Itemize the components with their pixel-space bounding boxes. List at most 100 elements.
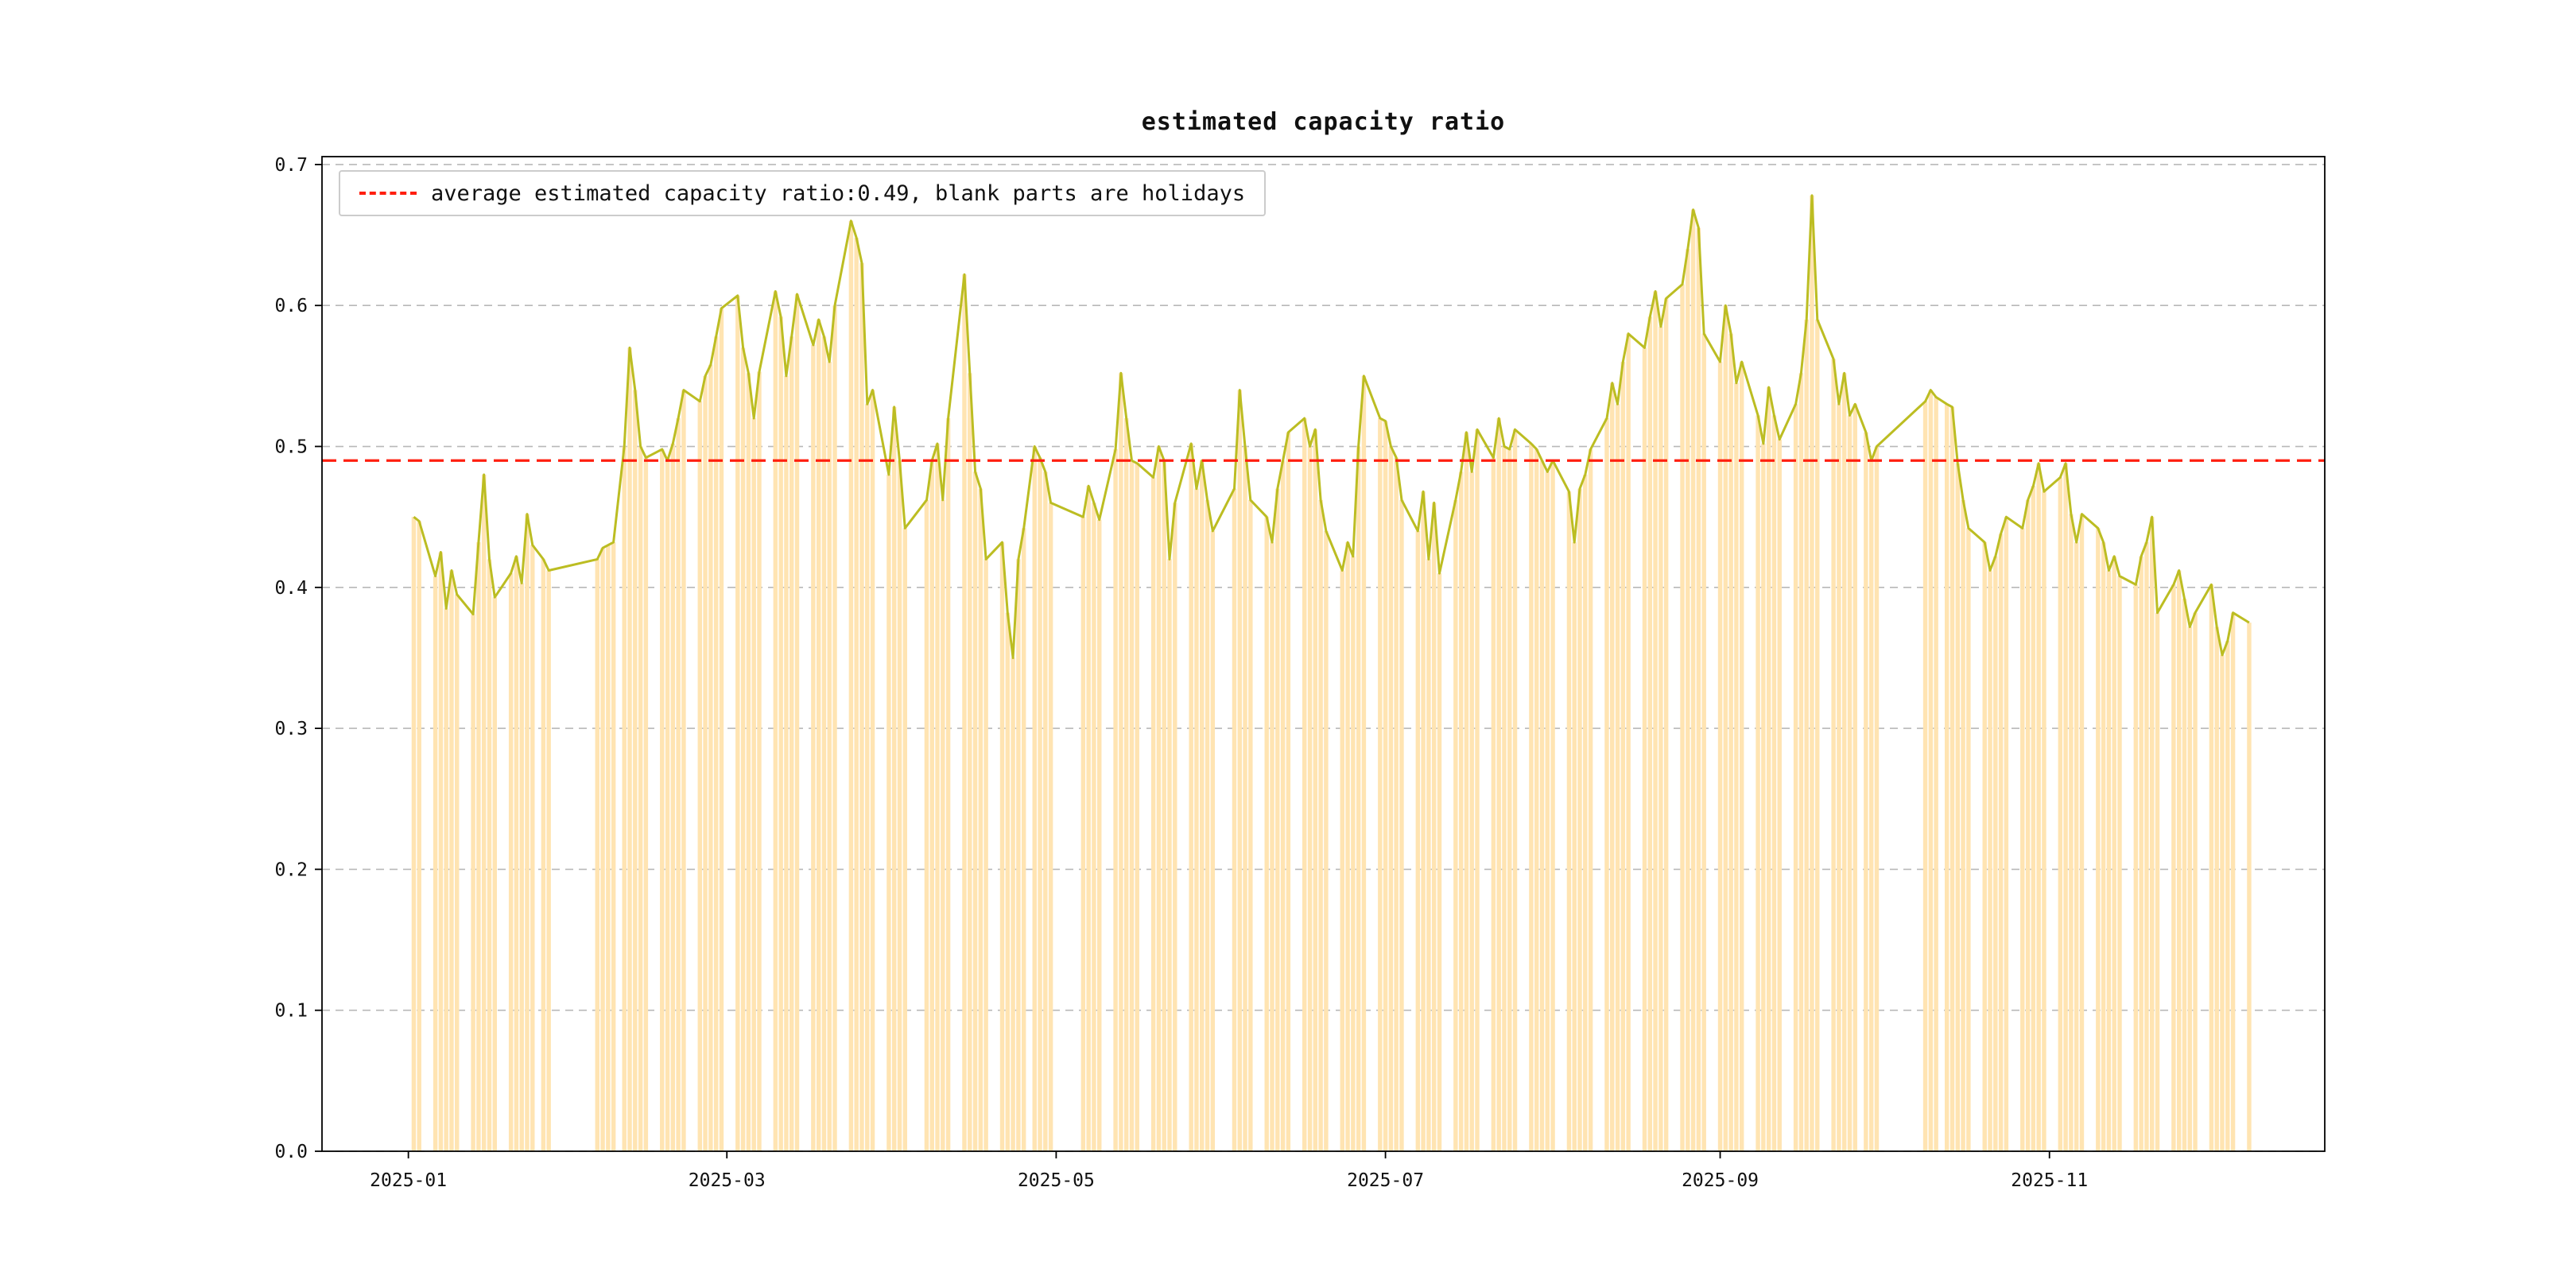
bar — [1123, 418, 1129, 1151]
bar — [1961, 499, 1965, 1151]
bar — [2182, 599, 2187, 1151]
bar — [525, 514, 530, 1151]
bar — [778, 316, 783, 1151]
bar — [2117, 576, 2122, 1151]
bar — [2187, 627, 2192, 1151]
bar — [411, 517, 417, 1151]
bar — [681, 390, 686, 1151]
bar — [935, 443, 940, 1151]
bar — [827, 362, 832, 1152]
bar — [713, 336, 719, 1151]
bar — [1388, 446, 1394, 1151]
y-axis-tick-label: 0.1 — [274, 1001, 308, 1022]
bar — [821, 336, 827, 1151]
bar — [1686, 249, 1690, 1151]
bar — [471, 614, 475, 1151]
bar — [794, 294, 800, 1152]
bar — [1232, 488, 1237, 1151]
bar — [2225, 641, 2230, 1151]
bar — [481, 474, 487, 1151]
bar — [891, 406, 897, 1151]
bar — [1475, 429, 1480, 1151]
bar — [1642, 347, 1647, 1151]
bar — [1264, 517, 1269, 1151]
bar — [1399, 499, 1404, 1151]
bar — [1620, 362, 1626, 1152]
bar — [2247, 623, 2252, 1151]
bar — [1577, 488, 1582, 1151]
bar — [1275, 488, 1280, 1151]
bar — [1378, 418, 1383, 1151]
bar — [2096, 528, 2101, 1151]
bar — [1988, 570, 1992, 1151]
bar — [1011, 658, 1015, 1151]
bar — [1993, 556, 1998, 1151]
bar — [2025, 499, 2031, 1151]
bar — [1237, 390, 1242, 1151]
bar — [854, 238, 859, 1151]
bar — [746, 373, 751, 1151]
bar — [1491, 457, 1496, 1151]
bar — [1512, 429, 1518, 1151]
chart-title: estimated capacity ratio — [1141, 108, 1506, 136]
bar — [519, 583, 524, 1151]
bar — [1038, 457, 1042, 1151]
y-axis-tick-label: 0.7 — [274, 155, 308, 176]
bar — [1507, 449, 1512, 1151]
bar — [1626, 333, 1631, 1151]
bar — [902, 528, 908, 1151]
bar — [1852, 404, 1858, 1151]
bar — [1189, 443, 1193, 1151]
bar — [1356, 446, 1361, 1151]
bar — [1119, 373, 1123, 1151]
x-axis-tick-label: 2025-11 — [2011, 1170, 2088, 1191]
bar — [1092, 502, 1096, 1151]
bar — [1313, 429, 1318, 1151]
bar — [697, 401, 702, 1151]
bar — [449, 570, 454, 1151]
bar — [1868, 460, 1874, 1151]
bar — [1837, 404, 1841, 1151]
bar — [757, 371, 762, 1151]
bar — [633, 390, 638, 1151]
bar — [1340, 570, 1344, 1151]
bar — [1777, 439, 1782, 1151]
bar — [1550, 460, 1555, 1151]
bar — [627, 347, 632, 1151]
bar — [1793, 404, 1798, 1151]
bar — [2042, 491, 2046, 1151]
bar — [848, 220, 854, 1151]
bar — [2031, 486, 2036, 1151]
bar — [1755, 415, 1760, 1151]
bar — [600, 548, 605, 1151]
bar — [1798, 373, 1804, 1151]
bar — [1129, 460, 1135, 1151]
bar — [1097, 519, 1102, 1151]
bar — [1766, 387, 1771, 1151]
bar — [1361, 375, 1367, 1151]
legend: average estimated capacity ratio:0.49, b… — [339, 170, 1267, 216]
bar — [508, 573, 514, 1151]
bar — [1345, 542, 1350, 1151]
bar — [1647, 316, 1652, 1151]
bar — [983, 559, 988, 1151]
bar — [1874, 446, 1880, 1151]
bar — [2106, 570, 2112, 1151]
bar — [541, 559, 546, 1151]
bar — [1270, 542, 1274, 1151]
bar — [1723, 305, 1728, 1151]
bar — [611, 542, 616, 1151]
bar — [1351, 556, 1356, 1151]
bar — [1982, 542, 1987, 1151]
bar — [1680, 284, 1685, 1151]
bar — [1200, 460, 1205, 1151]
y-axis-tick-label: 0.4 — [274, 578, 308, 599]
bar — [1156, 446, 1162, 1151]
bar — [1080, 517, 1086, 1151]
bar — [740, 347, 746, 1151]
y-axis-tick-label: 0.0 — [274, 1142, 308, 1162]
bar — [1534, 449, 1539, 1151]
bar — [870, 390, 875, 1151]
